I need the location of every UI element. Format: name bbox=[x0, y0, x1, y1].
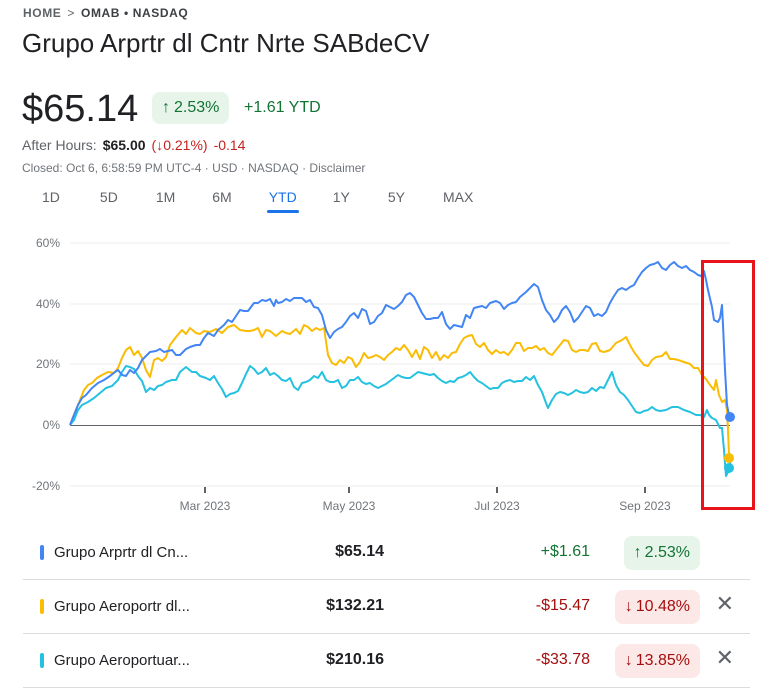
series-color-swatch bbox=[40, 653, 44, 668]
close-icon[interactable]: ✕ bbox=[715, 591, 734, 616]
tab-ytd[interactable]: YTD bbox=[266, 189, 299, 213]
series-endpoint-yellow bbox=[724, 453, 734, 463]
comparison-table: Grupo Arprtr dl Cn... $65.14 +$1.61 ↑ 2.… bbox=[23, 526, 750, 688]
y-tick-label: 20% bbox=[35, 357, 60, 371]
series-color-swatch bbox=[40, 545, 44, 560]
tab-1y[interactable]: 1Y bbox=[332, 189, 350, 205]
current-price: $65.14 bbox=[22, 88, 139, 130]
after-hours-label: After Hours: bbox=[22, 137, 97, 153]
x-tick-label: Sep 2023 bbox=[619, 499, 671, 513]
price-change-percent: 2.53% bbox=[174, 99, 220, 116]
tab-1d[interactable]: 1D bbox=[42, 189, 60, 205]
y-tick-label: 0% bbox=[42, 418, 60, 432]
after-hours-percent: (↓0.21%) bbox=[151, 137, 208, 153]
breadcrumb: HOME > OMAB • NASDAQ bbox=[23, 6, 188, 20]
comparison-percent: 2.53% bbox=[644, 544, 690, 561]
comparison-change: -$15.47 bbox=[535, 597, 590, 614]
chart-svg bbox=[69, 242, 735, 493]
series-line-yellow bbox=[69, 324, 730, 456]
breadcrumb-ticker: OMAB • NASDAQ bbox=[81, 6, 189, 20]
chart-area[interactable]: 60% 40% 20% 0% -20% Mar 2023 May 2023 Ju… bbox=[0, 0, 768, 520]
tab-6m[interactable]: 6M bbox=[212, 189, 232, 205]
after-hours-change: -0.14 bbox=[213, 137, 246, 153]
comparison-price: $65.14 bbox=[335, 543, 384, 560]
comparison-name[interactable]: Grupo Aeroportr dl... bbox=[54, 598, 190, 615]
comparison-row[interactable]: Grupo Arprtr dl Cn... $65.14 +$1.61 ↑ 2.… bbox=[23, 526, 750, 580]
tab-1m[interactable]: 1M bbox=[155, 189, 176, 205]
after-hours-info: After Hours: $65.00 (↓0.21%) -0.14 bbox=[22, 137, 245, 153]
comparison-percent: 13.85% bbox=[635, 652, 690, 669]
series-line-blue bbox=[69, 261, 730, 426]
y-tick-label: 40% bbox=[35, 297, 60, 311]
arrow-down-icon: ↓ bbox=[624, 652, 633, 669]
arrow-up-icon: ↑ bbox=[633, 544, 642, 561]
y-tick-label: -20% bbox=[31, 479, 60, 493]
range-tabs: 1D 5D 1M 6M YTD 1Y 5Y MAX bbox=[28, 189, 475, 213]
comparison-change: +$1.61 bbox=[540, 543, 590, 560]
y-tick-label: 60% bbox=[35, 236, 60, 250]
comparison-percent-badge: ↓ 10.48% bbox=[614, 590, 700, 624]
tab-5d[interactable]: 5D bbox=[99, 189, 118, 205]
comparison-price: $210.16 bbox=[326, 651, 384, 668]
x-tick-label: Jul 2023 bbox=[474, 499, 520, 513]
tab-5y[interactable]: 5Y bbox=[387, 189, 405, 205]
comparison-name[interactable]: Grupo Arprtr dl Cn... bbox=[54, 544, 189, 561]
chevron-right-icon: > bbox=[67, 6, 76, 20]
comparison-name[interactable]: Grupo Aeroportuar... bbox=[54, 652, 190, 669]
series-line-teal bbox=[69, 365, 732, 477]
market-status: Closed: Oct 6, 6:58:59 PM UTC-4 · USD · … bbox=[22, 161, 366, 175]
after-hours-price: $65.00 bbox=[102, 137, 146, 153]
series-endpoint-blue bbox=[725, 412, 735, 422]
comparison-percent-badge: ↑ 2.53% bbox=[623, 536, 700, 570]
breadcrumb-home-link[interactable]: HOME bbox=[23, 6, 62, 20]
gridlines bbox=[70, 242, 730, 487]
comparison-change: -$33.78 bbox=[535, 651, 590, 668]
comparison-percent: 10.48% bbox=[635, 598, 690, 615]
comparison-percent-badge: ↓ 13.85% bbox=[614, 644, 700, 678]
comparison-price: $132.21 bbox=[326, 597, 384, 614]
price-change-badge: ↑ 2.53% bbox=[152, 92, 230, 124]
x-tick-label: Mar 2023 bbox=[179, 499, 231, 513]
tab-max[interactable]: MAX bbox=[442, 189, 474, 205]
page-title: Grupo Arprtr dl Cntr Nrte SABdeCV bbox=[22, 28, 430, 58]
series-endpoint-teal bbox=[724, 463, 734, 473]
close-icon[interactable]: ✕ bbox=[715, 645, 734, 670]
series-color-swatch bbox=[40, 599, 44, 614]
x-tick-label: May 2023 bbox=[322, 499, 376, 513]
ytd-change: +1.61 YTD bbox=[244, 99, 321, 116]
arrow-up-icon: ↑ bbox=[162, 99, 170, 116]
arrow-down-icon: ↓ bbox=[624, 598, 633, 615]
highlight-annotation-box bbox=[701, 260, 755, 510]
comparison-row[interactable]: Grupo Aeroportr dl... $132.21 -$15.47 ↓ … bbox=[23, 580, 750, 634]
comparison-row[interactable]: Grupo Aeroportuar... $210.16 -$33.78 ↓ 1… bbox=[23, 634, 750, 688]
